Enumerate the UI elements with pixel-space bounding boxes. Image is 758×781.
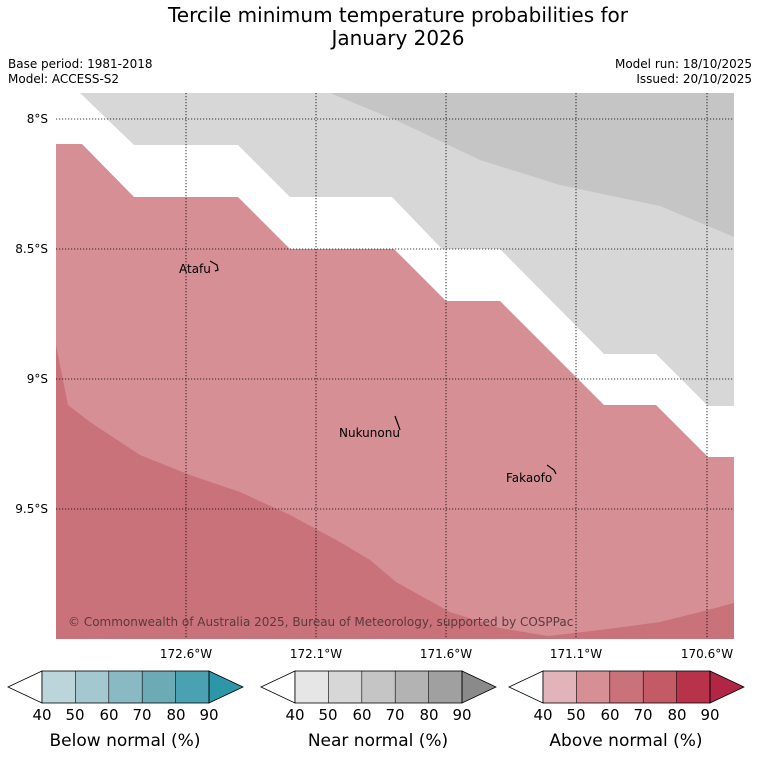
- colorbar-above-seg-5: [676, 671, 710, 703]
- colorbar-near-seg-1: [295, 671, 329, 703]
- colorbar-above-seg-4: [643, 671, 677, 703]
- colorbar-near-seg-2: [328, 671, 362, 703]
- colorbar-above-under: [508, 670, 544, 704]
- tick-label: 50: [318, 706, 338, 724]
- lat-label-8.5S: 8.5°S: [15, 242, 48, 256]
- lon-label-172.6W: 172.6°W: [160, 647, 212, 661]
- tick-label: 80: [667, 706, 687, 724]
- tick-label: 40: [285, 706, 305, 724]
- colorbar-above-seg-3: [609, 671, 644, 703]
- lon-label-171.6W: 171.6°W: [420, 647, 472, 661]
- colorbar-below-seg-1: [42, 671, 76, 703]
- atafu-outline: [209, 260, 219, 272]
- map-title: Tercile minimum temperature probabilitie…: [0, 4, 758, 50]
- tick-label: 90: [452, 706, 472, 724]
- near-normal-60-region: [330, 93, 734, 237]
- colorbar-below-seg-4: [142, 671, 176, 703]
- lat-label-8S: 8°S: [27, 112, 48, 126]
- tick-label: 70: [132, 706, 152, 724]
- colorbar-near-seg-4: [395, 671, 429, 703]
- tick-label: 90: [700, 706, 720, 724]
- colorbar-below-under: [7, 670, 43, 704]
- tick-label: 90: [199, 706, 219, 724]
- tick-label: 50: [65, 706, 85, 724]
- colorbar-above-over: [709, 670, 745, 704]
- copyright-notice: © Commonwealth of Australia 2025, Bureau…: [68, 615, 573, 629]
- colorbar-near-seg-3: [361, 671, 396, 703]
- lon-label-170.6W: 170.6°W: [681, 647, 733, 661]
- colorbar-below-over: [208, 670, 244, 704]
- nukunonu-outline: [394, 415, 401, 431]
- colorbar-above-normal: [508, 670, 745, 704]
- colorbar-below-seg-2: [75, 671, 109, 703]
- colorbar-below-label: Below normal (%): [49, 731, 201, 751]
- graticule: [56, 93, 734, 639]
- colorbar-near-seg-5: [428, 671, 462, 703]
- tick-label: 40: [32, 706, 52, 724]
- tick-label: 80: [166, 706, 186, 724]
- meta-right: Model run: 18/10/2025 Issued: 20/10/2025: [615, 57, 752, 87]
- colorbar-below-normal: [7, 670, 244, 704]
- colorbar-above-label: Above normal (%): [549, 731, 703, 751]
- colorbar-below-frame: [41, 670, 210, 704]
- lon-label-171.1W: 171.1°W: [550, 647, 602, 661]
- tick-label: 50: [566, 706, 586, 724]
- tick-label: 70: [633, 706, 653, 724]
- tick-label: 60: [352, 706, 372, 724]
- colorbar-below-seg-5: [175, 671, 209, 703]
- tick-label: 60: [600, 706, 620, 724]
- model-run: Model run: 18/10/2025: [614, 57, 752, 71]
- above-normal-60-region: [56, 345, 734, 639]
- issued-date: Issued: 20/10/2025: [636, 72, 752, 86]
- colorbar-above-seg-1: [543, 671, 577, 703]
- fakaofo-outline: [546, 464, 557, 475]
- colorbar-above-frame: [542, 670, 711, 704]
- title-line-2: January 2026: [331, 26, 465, 50]
- map-area: [56, 93, 734, 639]
- atolls: [209, 260, 557, 475]
- base-period: Base period: 1981-2018: [8, 57, 153, 71]
- lat-label-9S: 9°S: [27, 372, 48, 386]
- tick-label: 40: [533, 706, 553, 724]
- lon-label-172.1W: 172.1°W: [290, 647, 342, 661]
- place-nukunonu: Nukunonu: [339, 426, 400, 440]
- model-name: Model: ACCESS-S2: [8, 72, 120, 86]
- colorbar-below-seg-3: [108, 671, 143, 703]
- place-fakaofo: Fakaofo: [506, 471, 552, 485]
- colorbar-near-under: [260, 670, 296, 704]
- colorbar-above-seg-2: [576, 671, 610, 703]
- tick-label: 80: [419, 706, 439, 724]
- tick-label: 60: [99, 706, 119, 724]
- colorbar-near-frame: [294, 670, 463, 704]
- colorbar-near-normal: [260, 670, 497, 704]
- title-line-1: Tercile minimum temperature probabilitie…: [167, 3, 629, 27]
- meta-left: Base period: 1981-2018 Model: ACCESS-S2: [8, 57, 153, 87]
- tick-label: 70: [385, 706, 405, 724]
- colorbar-near-over: [461, 670, 497, 704]
- lat-label-9.5S: 9.5°S: [15, 502, 48, 516]
- colorbar-near-label: Near normal (%): [307, 731, 449, 751]
- place-atafu: Atafu: [179, 262, 211, 276]
